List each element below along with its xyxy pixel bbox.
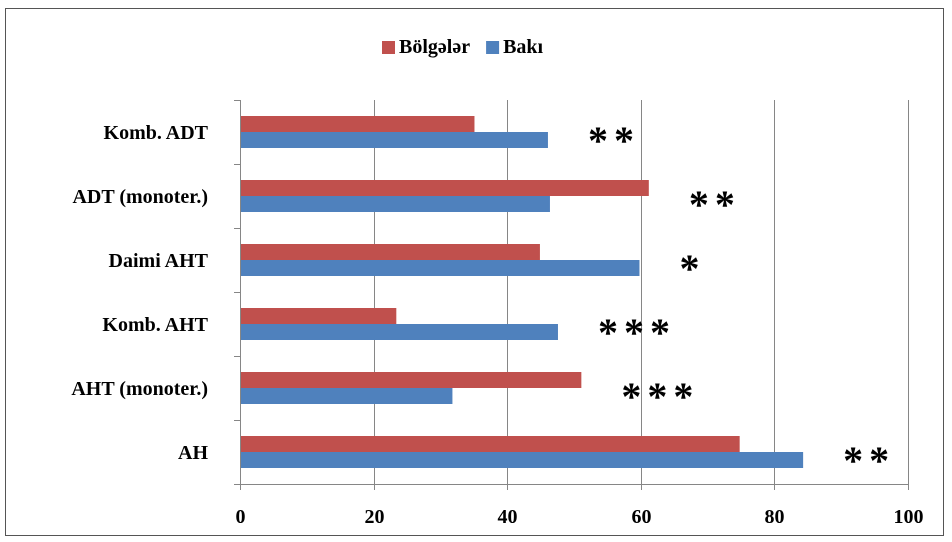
- significance-stars-2: ***: [598, 310, 676, 355]
- category-label-5: Komb. ADT: [104, 122, 209, 144]
- legend-label-baki: Bakı: [503, 36, 543, 58]
- category-label-4: ADT (monoter.): [72, 186, 208, 208]
- significance-stars-3: *: [679, 246, 705, 291]
- category-label-0: AH: [178, 442, 208, 464]
- bar-baki-1: [240, 388, 453, 404]
- significance-stars-0: **: [843, 438, 895, 483]
- x-tick-label-40: 40: [498, 506, 518, 528]
- significance-stars-4: **: [689, 182, 741, 227]
- bar-baki-4: [240, 196, 550, 212]
- category-label-2: Komb. AHT: [102, 314, 208, 336]
- significance-stars-5: **: [588, 118, 640, 163]
- legend-label-bolgeler: Bölgələr: [399, 36, 470, 58]
- bar-bolgeler-4: [240, 180, 649, 196]
- bar-bolgeler-2: [240, 308, 397, 324]
- bar-baki-3: [240, 260, 640, 276]
- category-label-1: AHT (monoter.): [71, 378, 208, 400]
- x-tick-label-80: 80: [765, 506, 785, 528]
- bar-bolgeler-3: [240, 244, 540, 260]
- legend-key-baki: [486, 41, 500, 54]
- legend-key-bolgeler: [382, 41, 395, 54]
- bar-bolgeler-0: [240, 436, 740, 452]
- labels: AH **AHT (monoter.) ***Komb. AHT ***Daimi A…: [71, 118, 923, 528]
- x-tick-label-20: 20: [365, 506, 385, 528]
- bar-bolgeler-5: [240, 116, 475, 132]
- category-label-3: Daimi AHT: [109, 250, 209, 272]
- x-tick-label-60: 60: [632, 506, 652, 528]
- bar-bolgeler-1: [240, 372, 582, 388]
- bar-baki-2: [240, 324, 558, 340]
- legend: Bölgələr Bakı: [382, 36, 544, 58]
- bar-baki-0: [240, 452, 804, 468]
- x-tick-label-0: 0: [236, 506, 246, 528]
- x-tick-label-100: 100: [894, 506, 924, 528]
- axes: [234, 100, 909, 490]
- bar-baki-5: [240, 132, 548, 148]
- significance-stars-1: ***: [621, 374, 699, 419]
- gridlines: [374, 100, 909, 484]
- bars: [240, 116, 804, 468]
